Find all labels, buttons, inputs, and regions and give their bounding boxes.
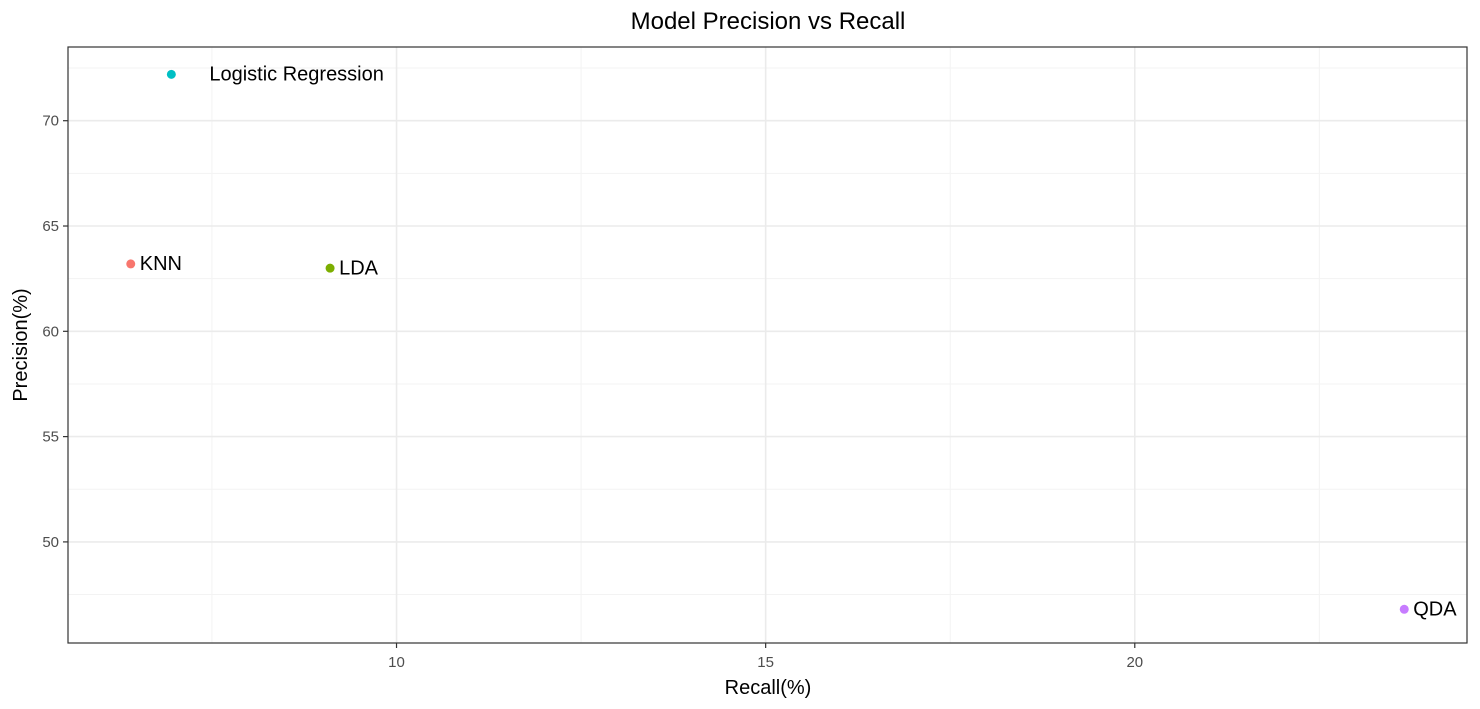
data-point	[166, 69, 176, 79]
y-tick-label: 65	[42, 218, 59, 235]
x-axis: 10 15 20	[388, 643, 1143, 671]
x-tick-label: 10	[388, 654, 405, 671]
y-tick-label: 70	[42, 113, 59, 130]
y-tick-label: 60	[42, 323, 59, 340]
chart-title: Model Precision vs Recall	[631, 8, 906, 35]
data-points: KNN LDA Logistic Regression QDA	[126, 64, 1457, 621]
point-label: KNN	[140, 253, 182, 275]
x-axis-title: Recall(%)	[725, 677, 812, 699]
x-tick-label: 15	[757, 654, 774, 671]
plot-panel	[67, 46, 1468, 644]
point-label: QDA	[1413, 599, 1457, 621]
y-axis-title: Precision(%)	[10, 288, 32, 401]
y-tick-label: 50	[42, 534, 59, 551]
data-point	[126, 259, 136, 269]
x-tick-label: 20	[1126, 654, 1143, 671]
grid	[68, 47, 1467, 643]
point-label: LDA	[339, 257, 379, 279]
y-axis: 50 55 60 65 70	[42, 113, 68, 551]
data-point	[325, 263, 335, 273]
data-point	[1399, 604, 1409, 614]
y-tick-label: 55	[42, 429, 59, 446]
point-label: Logistic Regression	[209, 64, 384, 86]
